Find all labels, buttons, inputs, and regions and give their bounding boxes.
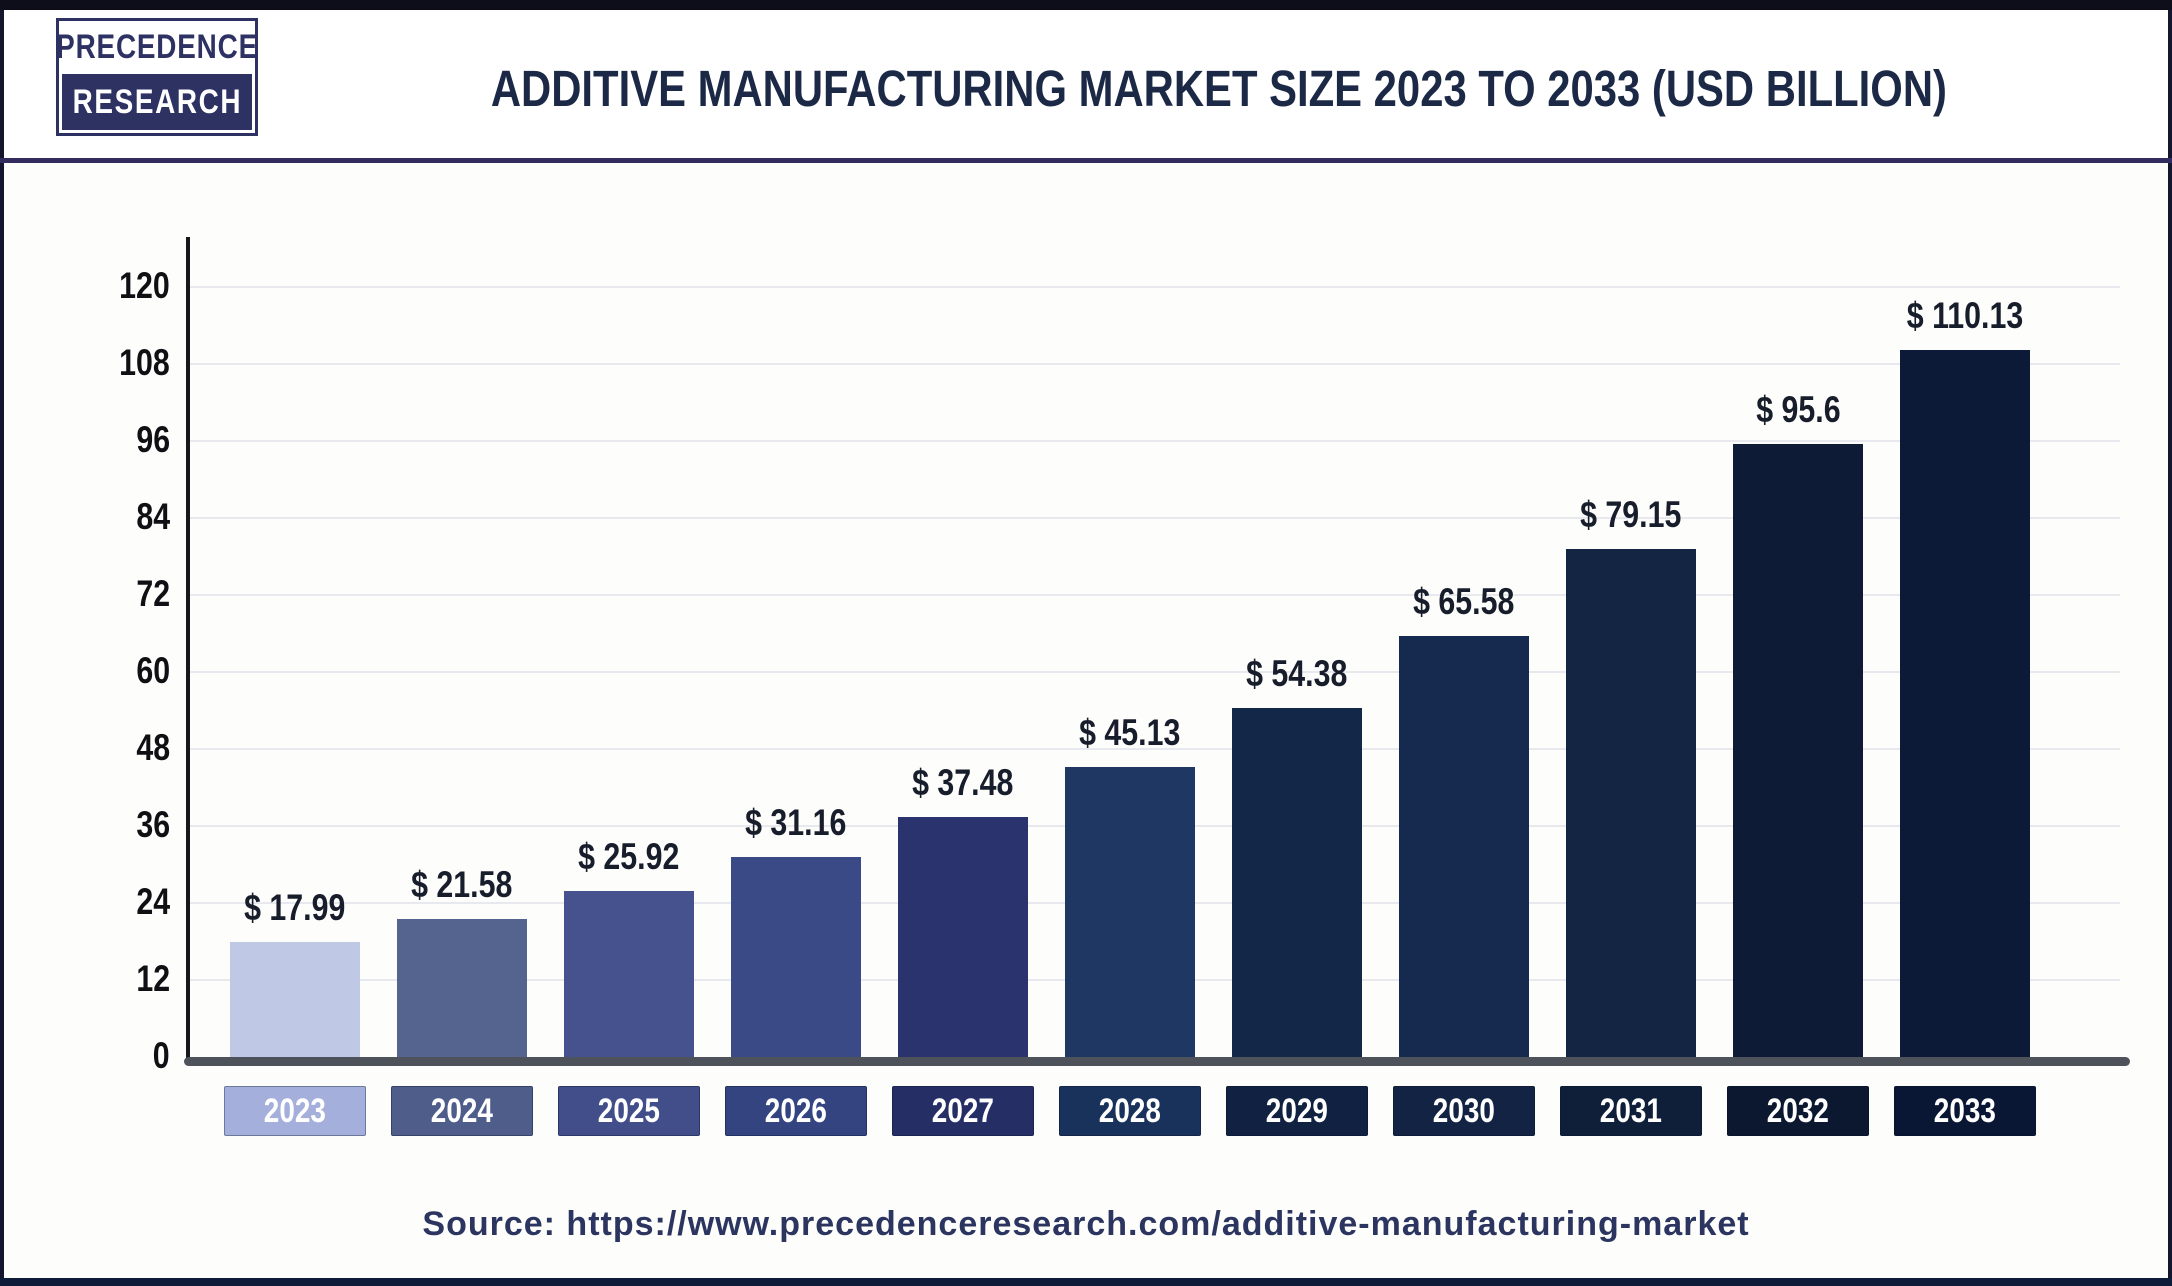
y-tick-label: 24	[136, 881, 170, 922]
bar-value-label: $ 95.6	[1755, 388, 1841, 430]
chart-section: 0 12 24 36 48 60 72 84 96 108 120 $ 17.99 2023 $ 21.5…	[4, 163, 2168, 1278]
y-tick-label: 120	[119, 265, 170, 306]
bar-value-label: $ 31.16	[745, 802, 847, 844]
year-label-box: 2023	[224, 1086, 366, 1136]
year-label-text: 2025	[597, 1091, 661, 1130]
year-label-box: 2028	[1059, 1086, 1201, 1136]
bar	[1733, 443, 1863, 1057]
y-tick-label: 12	[136, 958, 170, 999]
year-label-text: 2026	[764, 1091, 828, 1130]
year-label-box: 2026	[725, 1086, 867, 1136]
year-label-box: 2025	[558, 1086, 700, 1136]
gridline	[190, 363, 2120, 365]
year-label-box: 2031	[1560, 1086, 1702, 1136]
bar	[564, 890, 694, 1057]
year-label-box: 2029	[1226, 1086, 1368, 1136]
page-title: ADDITIVE MANUFACTURING MARKET SIZE 2023 …	[490, 59, 1948, 117]
logo-line2: RESEARCH	[62, 74, 252, 130]
year-label-text: 2031	[1599, 1091, 1663, 1130]
y-tick-label: 108	[119, 342, 170, 383]
bar	[731, 857, 861, 1057]
gridline	[190, 440, 2120, 442]
bar	[1566, 549, 1696, 1057]
year-label-box: 2027	[892, 1086, 1034, 1136]
gridline	[190, 671, 2120, 673]
logo-line1: PRECEDENCE	[56, 21, 257, 74]
gridline	[190, 594, 2120, 596]
bar-value-label: $ 25.92	[578, 835, 680, 877]
bar-value-label: $ 79.15	[1580, 494, 1682, 536]
precedence-research-logo: PRECEDENCE RESEARCH	[56, 18, 258, 136]
header-divider	[0, 158, 2172, 163]
year-label-text: 2027	[931, 1091, 995, 1130]
bar-value-label: $ 45.13	[1079, 712, 1181, 754]
bar	[1399, 636, 1529, 1057]
year-label-text: 2032	[1766, 1091, 1830, 1130]
year-label-text: 2023	[263, 1091, 327, 1130]
year-label-box: 2032	[1727, 1086, 1869, 1136]
bar-value-label: $ 110.13	[1906, 295, 2024, 337]
gridline	[190, 286, 2120, 288]
top-frame-bar	[0, 0, 2172, 10]
year-label-text: 2033	[1933, 1091, 1997, 1130]
x-axis-baseline	[184, 1057, 2130, 1066]
y-axis-line	[186, 237, 190, 1059]
bar	[230, 941, 360, 1057]
y-tick-label: 0	[153, 1035, 170, 1076]
bar	[1065, 767, 1195, 1057]
year-label-box: 2024	[391, 1086, 533, 1136]
year-label-text: 2029	[1265, 1091, 1329, 1130]
bar-value-label: $ 37.48	[912, 761, 1014, 803]
bar	[397, 918, 527, 1057]
left-frame-border	[0, 10, 4, 1286]
year-label-box: 2033	[1894, 1086, 2036, 1136]
bar-value-label: $ 21.58	[411, 863, 513, 905]
source-text: Source: https://www.precedenceresearch.c…	[422, 1205, 1750, 1243]
year-label-box: 2030	[1393, 1086, 1535, 1136]
header: PRECEDENCE RESEARCH ADDITIVE MANUFACTURI…	[4, 10, 2168, 158]
y-tick-label: 96	[136, 419, 170, 460]
bar	[1232, 708, 1362, 1057]
bar	[898, 816, 1028, 1057]
right-frame-border	[2168, 10, 2172, 1286]
y-tick-label: 60	[136, 650, 170, 691]
year-label-text: 2028	[1098, 1091, 1162, 1130]
y-tick-label: 36	[136, 804, 170, 845]
bar-value-label: $ 65.58	[1413, 581, 1515, 623]
gridline	[190, 748, 2120, 750]
bar-value-label: $ 54.38	[1246, 653, 1348, 695]
year-label-text: 2030	[1432, 1091, 1496, 1130]
year-label-text: 2024	[430, 1091, 494, 1130]
y-tick-label: 84	[136, 496, 170, 537]
bottom-frame-bar	[0, 1278, 2172, 1286]
bar	[1900, 350, 2030, 1057]
y-tick-label: 48	[136, 727, 170, 768]
y-tick-label: 72	[136, 573, 170, 614]
gridline	[190, 517, 2120, 519]
bar-value-label: $ 17.99	[244, 886, 346, 928]
